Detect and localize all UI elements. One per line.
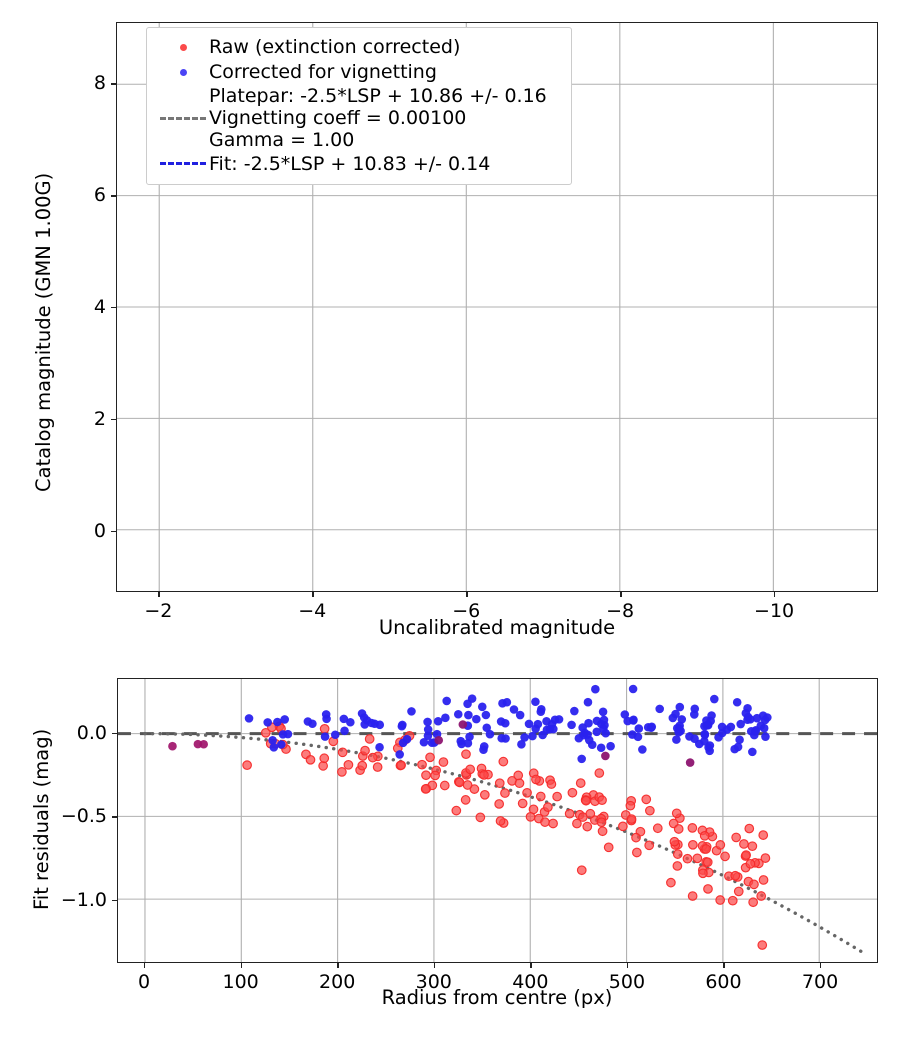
top-x-tick-mark — [158, 592, 160, 597]
top-y-axis-title: Catalog magnitude (GMN 1.00G) — [32, 172, 55, 492]
top-y-tick-mark — [111, 530, 116, 532]
top-y-tick-mark — [111, 418, 116, 421]
top-x-tick-mark — [620, 592, 622, 597]
legend-marker-grey-dash — [157, 116, 209, 120]
top-x-tick-mark — [466, 592, 468, 597]
legend-marker-blue-dash — [157, 162, 209, 166]
bottom-x-tick-label: 500 — [608, 971, 646, 993]
legend-entry-fit: Fit: -2.5*LSP + 10.83 +/- 0.14 — [157, 151, 561, 176]
bottom-x-tick-mark — [820, 963, 822, 968]
bottom-x-tick-label: 300 — [415, 971, 452, 993]
residuals-plot-area — [118, 679, 877, 962]
bottom-y-axis-title: Fit residuals (mag) — [30, 728, 53, 910]
top-y-tick-label: 8 — [93, 72, 106, 95]
bottom-y-tick-mark — [112, 733, 117, 735]
bottom-x-tick-mark — [144, 963, 146, 968]
legend-label-corrected: Corrected for vignetting — [209, 61, 437, 84]
bottom-y-tick-label: −0.5 — [60, 805, 107, 828]
bottom-x-tick-mark — [240, 963, 242, 968]
bottom-x-tick-label: 400 — [512, 971, 549, 993]
scatter-plot-residuals — [117, 678, 878, 963]
top-y-tick-label: 6 — [93, 184, 106, 207]
top-x-tick-mark — [312, 592, 314, 597]
top-x-axis-title: Uncalibrated magnitude — [378, 616, 616, 639]
bottom-y-tick-mark — [112, 816, 117, 818]
bottom-x-tick-label: 600 — [705, 971, 742, 993]
legend-entry-corrected: Corrected for vignetting — [157, 60, 561, 85]
legend-label-raw: Raw (extinction corrected) — [209, 36, 461, 59]
bottom-x-tick-label: 100 — [222, 971, 259, 993]
top-y-tick-label: 4 — [93, 296, 106, 318]
top-y-tick-label: 2 — [93, 407, 106, 430]
bottom-x-tick-label: 200 — [319, 971, 356, 993]
top-x-tick-label: −2 — [144, 600, 173, 622]
legend-label-fit: Fit: -2.5*LSP + 10.83 +/- 0.14 — [209, 152, 491, 175]
legend-entry-raw: Raw (extinction corrected) — [157, 35, 561, 60]
bottom-x-tick-mark — [337, 963, 339, 968]
legend-entry-platepar: Platepar: -2.5*LSP + 10.86 +/- 0.16 Vign… — [157, 85, 561, 151]
top-y-tick-mark — [111, 195, 116, 197]
top-x-tick-label: −8 — [606, 600, 635, 622]
bottom-x-tick-mark — [626, 963, 629, 968]
legend-marker-red-dot — [157, 44, 209, 51]
top-x-tick-label: −10 — [754, 600, 795, 622]
bottom-x-tick-mark — [723, 963, 725, 968]
legend: Raw (extinction corrected) Corrected for… — [146, 27, 572, 186]
bottom-x-tick-mark — [433, 963, 436, 968]
bottom-x-tick-label: 0 — [137, 971, 151, 993]
bottom-x-tick-label: 700 — [801, 971, 839, 993]
legend-label-platepar: Platepar: -2.5*LSP + 10.86 +/- 0.16 Vign… — [209, 85, 547, 152]
top-x-tick-label: −6 — [452, 600, 481, 622]
top-x-tick-label: −4 — [298, 600, 327, 622]
bottom-y-tick-label: 0.0 — [76, 722, 107, 744]
bottom-y-tick-mark — [112, 899, 117, 902]
bottom-x-tick-mark — [530, 963, 532, 968]
top-y-tick-label: 0 — [93, 519, 106, 542]
top-y-tick-mark — [111, 307, 116, 309]
top-x-tick-mark — [774, 592, 776, 597]
bottom-x-axis-title: Radius from centre (px) — [381, 986, 613, 1009]
bottom-y-tick-label: −1.0 — [60, 888, 107, 911]
top-y-tick-mark — [111, 83, 116, 85]
legend-marker-blue-dot — [157, 69, 209, 76]
